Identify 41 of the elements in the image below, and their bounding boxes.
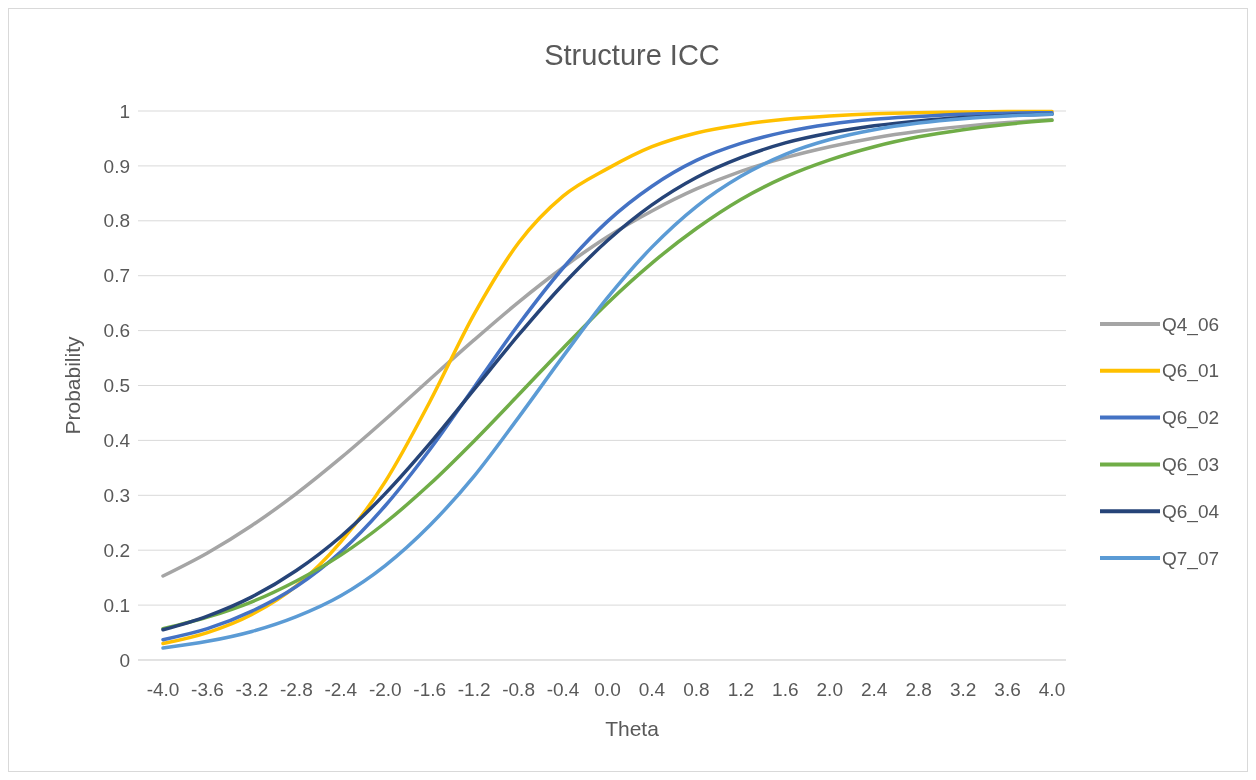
y-tick-label: 0.4: [103, 430, 131, 452]
x-tick-label: -0.8: [502, 679, 535, 700]
y-tick-label: 0.3: [103, 484, 130, 506]
x-tick-label: 3.2: [949, 679, 977, 700]
x-tick-label: -0.4: [546, 679, 580, 700]
legend-label: Q6_03: [1162, 454, 1220, 477]
legend-label: Q7_07: [1162, 547, 1220, 570]
y-tick-label: 0: [119, 649, 130, 671]
y-tick-label: 0.5: [103, 375, 130, 397]
y-tick-label: 0.9: [103, 155, 130, 177]
x-tick-label: -3.6: [191, 679, 224, 700]
x-tick-label: 2.0: [816, 679, 843, 700]
y-tick-label: 0.2: [103, 539, 130, 561]
x-tick-label: 0.4: [638, 679, 666, 700]
x-tick-label: -2.8: [279, 679, 313, 700]
x-tick-label: 0.0: [594, 679, 621, 700]
legend-label: Q6_02: [1162, 407, 1220, 430]
x-tick-label: 2.8: [905, 679, 932, 700]
x-tick-label: -2.0: [368, 679, 402, 700]
x-tick-label: 2.4: [860, 679, 888, 700]
y-axis-title: Probability: [61, 335, 84, 435]
y-tick-label: 0.6: [103, 320, 130, 342]
y-tick-label: 0.1: [103, 594, 130, 616]
x-tick-label: -3.2: [235, 679, 269, 700]
x-tick-label: 1.6: [772, 679, 799, 700]
x-tick-label: -4.0: [146, 679, 180, 700]
x-tick-label: 3.6: [994, 679, 1021, 700]
x-tick-label: 4.0: [1038, 679, 1066, 700]
chart-title: Structure ICC: [544, 39, 720, 71]
y-tick-label: 1: [119, 100, 130, 122]
x-axis-title: Theta: [605, 717, 660, 740]
x-tick-label: 1.2: [727, 679, 755, 700]
y-tick-label: 0.8: [103, 210, 130, 232]
legend-label: Q6_01: [1162, 360, 1220, 383]
x-tick-label: -1.2: [457, 679, 491, 700]
x-tick-label: -1.6: [413, 679, 447, 700]
legend-label: Q4_06: [1162, 313, 1220, 336]
y-tick-label: 0.7: [103, 265, 130, 287]
legend-label: Q6_04: [1162, 500, 1220, 523]
x-tick-label: -2.4: [324, 679, 358, 700]
x-tick-label: 0.8: [683, 679, 710, 700]
